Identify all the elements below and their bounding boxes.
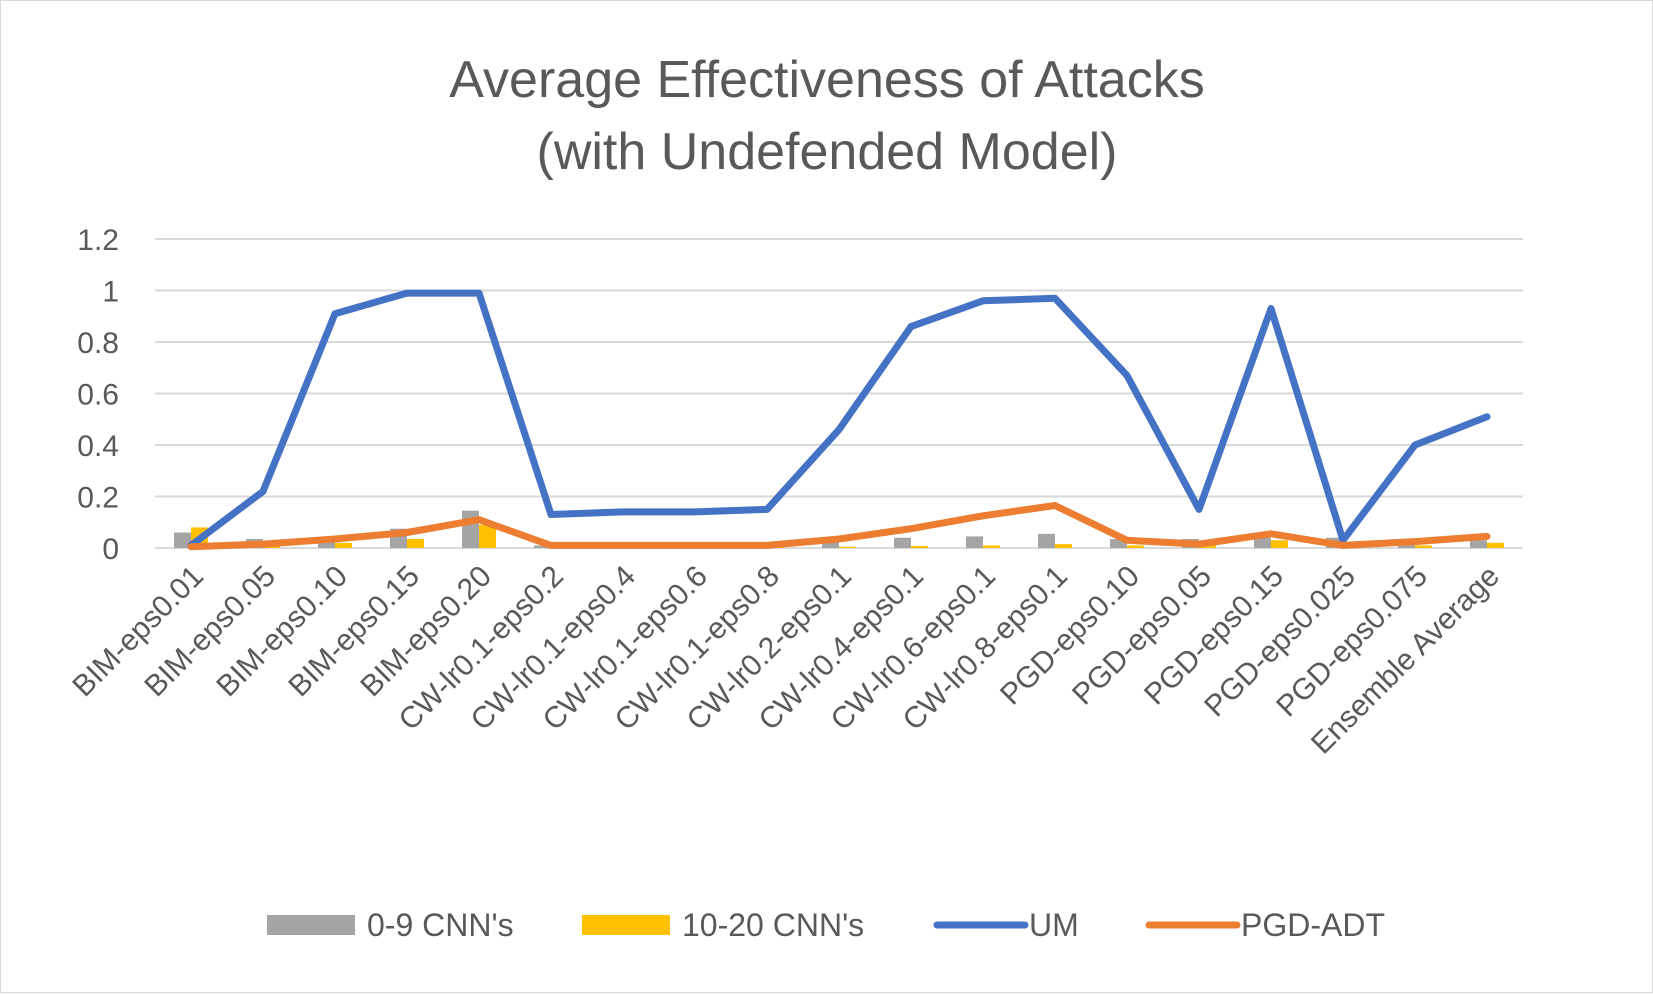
legend-label: PGD-ADT <box>1241 907 1385 943</box>
y-axis-ticks: 0 0.2 0.4 0.6 0.8 1 1.2 <box>77 224 119 566</box>
y-tick-label: 0.4 <box>77 430 119 463</box>
bar <box>894 537 911 548</box>
bar <box>966 536 983 548</box>
bar <box>1110 538 1127 548</box>
y-tick-label: 1 <box>102 276 119 309</box>
bar <box>839 546 856 548</box>
y-tick-label: 0.8 <box>77 327 119 360</box>
bar <box>911 545 928 548</box>
bar <box>1055 544 1072 548</box>
legend: 0-9 CNN's 10-20 CNN's UM PGD-ADT <box>267 907 1385 943</box>
bar <box>1415 545 1432 548</box>
series-line <box>187 502 1491 551</box>
legend-label: 0-9 CNN's <box>367 907 514 943</box>
gridlines <box>155 238 1523 549</box>
legend-swatch <box>582 915 670 935</box>
y-tick-label: 0.6 <box>77 379 119 412</box>
bar <box>822 540 839 548</box>
bar <box>1199 545 1216 548</box>
legend-label: UM <box>1029 907 1079 943</box>
legend-swatch <box>267 915 355 935</box>
legend-label: 10-20 CNN's <box>682 907 864 943</box>
bar <box>1470 540 1487 548</box>
line-series <box>187 289 1491 551</box>
bar <box>1487 542 1504 548</box>
bar <box>174 532 191 548</box>
bar <box>1127 545 1144 548</box>
bar <box>983 545 1000 548</box>
chart-title-line-2: (with Undefended Model) <box>537 123 1118 181</box>
y-tick-label: 0 <box>102 533 119 566</box>
y-tick-label: 0.2 <box>77 482 119 515</box>
bar <box>407 538 424 548</box>
bar <box>335 542 352 548</box>
bar <box>462 510 479 548</box>
x-axis-ticks: BIM-eps0.01BIM-eps0.05BIM-eps0.10BIM-eps… <box>66 560 1506 761</box>
bar <box>479 524 496 548</box>
y-tick-label: 1.2 <box>77 224 119 257</box>
bar <box>1271 540 1288 548</box>
bar <box>1038 533 1055 548</box>
chart-title-line-1: Average Effectiveness of Attacks <box>449 51 1204 109</box>
series-line <box>187 289 1491 549</box>
bar <box>534 545 551 548</box>
bar <box>1254 537 1271 548</box>
